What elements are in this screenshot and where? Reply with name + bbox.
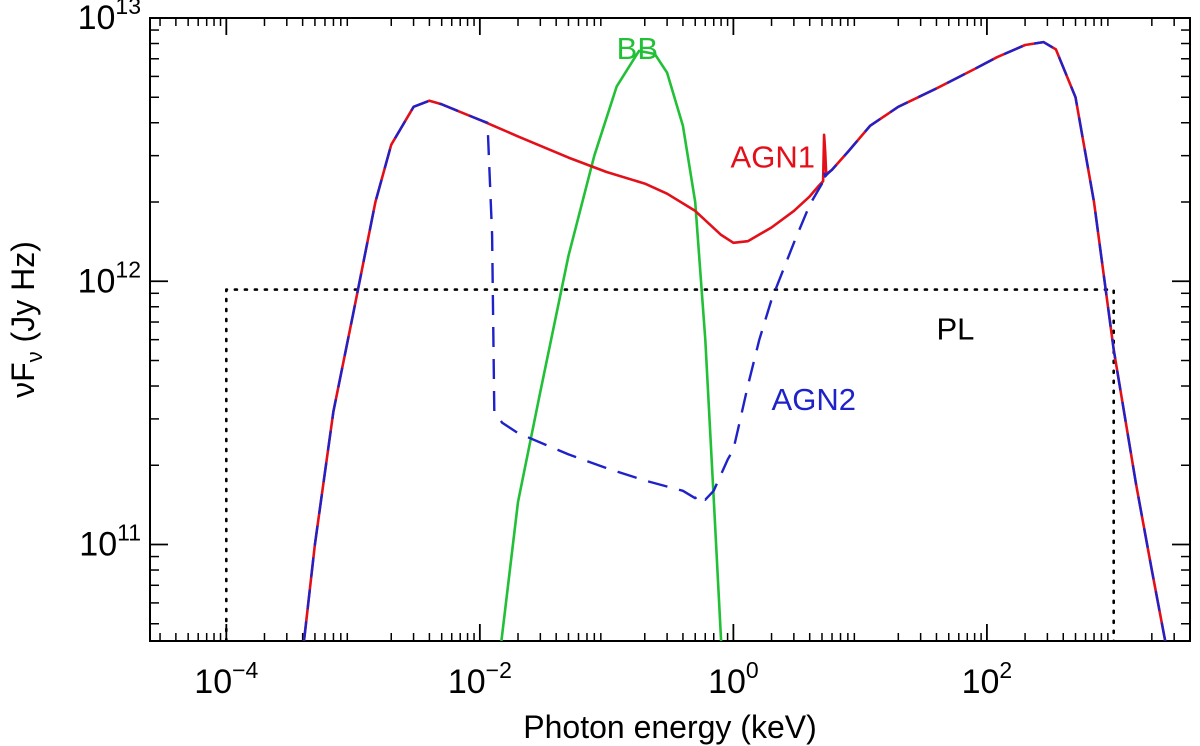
minor-ticks	[150, 18, 1190, 641]
y-axis-title-base: νF	[5, 362, 41, 398]
series-label-agn1: AGN1	[731, 140, 815, 175]
y-tick-label: 1011	[79, 520, 141, 564]
x-tick-label: 102	[962, 657, 1013, 701]
y-tick-label-base: 10	[78, 0, 116, 37]
y-tick-label-base: 10	[79, 526, 117, 564]
x-tick-label-exponent: −4	[232, 657, 258, 683]
series-label-pl: PL	[936, 312, 974, 347]
x-tick-label: 100	[708, 657, 759, 701]
major-ticks	[150, 17, 1190, 641]
x-tick-label-base: 10	[448, 663, 486, 701]
x-tick-label-exponent: 2	[999, 657, 1012, 683]
y-axis-title-subscript: ν	[22, 351, 47, 362]
series-pl-line	[225, 288, 1115, 641]
y-tick-label: 1012	[78, 256, 141, 300]
y-tick-label-base: 10	[78, 262, 116, 300]
x-tick-label-base: 10	[194, 663, 232, 701]
x-tick-label-base: 10	[962, 663, 1000, 701]
x-tick-label-exponent: 0	[746, 657, 759, 683]
x-tick-label-exponent: −2	[486, 657, 512, 683]
x-tick-label: 10−2	[448, 657, 512, 701]
series-label-bb: BB	[617, 31, 658, 66]
y-axis-title: νFν (Jy Hz)	[5, 241, 47, 398]
x-tick-label: 10−4	[194, 657, 258, 701]
series-labels: BB PL AGN1 AGN2	[617, 31, 975, 417]
y-tick-label-exponent: 12	[115, 256, 141, 282]
plot-frame	[149, 17, 1191, 642]
y-tick-label-exponent: 13	[115, 0, 141, 19]
x-axis-title: Photon energy (keV)	[523, 709, 817, 745]
series-bb-line	[500, 49, 723, 641]
y-tick-label: 1013	[78, 0, 141, 37]
series-label-agn2: AGN2	[772, 382, 856, 417]
series-agn1-line	[302, 40, 1167, 641]
y-axis-title-unit: (Jy Hz)	[5, 241, 41, 351]
y-tick-label-exponent: 11	[117, 520, 141, 546]
x-tick-label-base: 10	[708, 663, 746, 701]
series-agn2-line	[302, 40, 1167, 641]
series-layer	[225, 40, 1167, 641]
